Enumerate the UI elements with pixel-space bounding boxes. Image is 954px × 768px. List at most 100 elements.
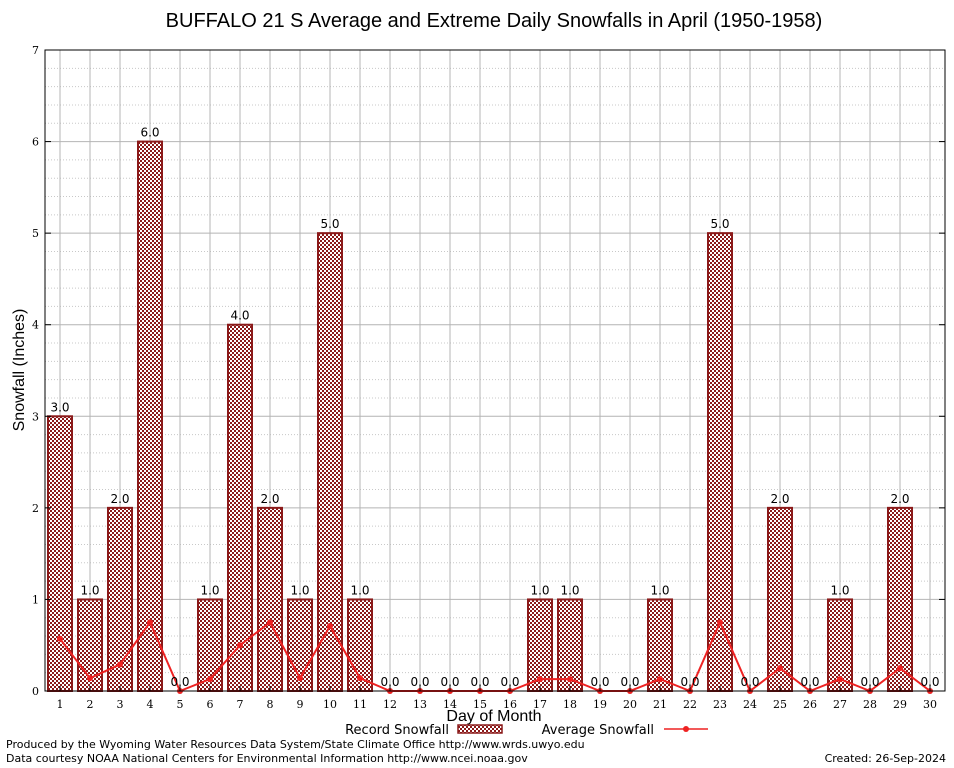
record-label-day-9: 1.0 (290, 583, 309, 597)
footer-created: Created: 26-Sep-2024 (824, 752, 946, 765)
x-tick-label-24: 24 (743, 698, 757, 711)
average-point-day-3 (117, 661, 123, 668)
x-tick-label-16: 16 (503, 698, 517, 711)
y-tick-label: 0 (32, 685, 39, 698)
average-point-day-7 (237, 642, 243, 649)
legend: Record Snowfall Average Snowfall (345, 723, 708, 738)
x-tick-label-21: 21 (653, 698, 667, 711)
record-bar-day-29 (887, 506, 913, 692)
x-tick-label-13: 13 (413, 698, 427, 711)
x-tick-label-30: 30 (923, 698, 937, 711)
record-label-day-4: 6.0 (140, 126, 159, 140)
record-label-day-14: 0.0 (440, 675, 459, 689)
record-bar-day-7 (227, 323, 253, 692)
record-label-day-15: 0.0 (470, 675, 489, 689)
plot-frame (44, 49, 946, 692)
record-label-day-11: 1.0 (350, 583, 369, 597)
record-label-day-2: 1.0 (80, 583, 99, 597)
legend-record-label: Record Snowfall (345, 723, 449, 738)
average-point-day-11 (357, 675, 363, 682)
x-tick-label-8: 8 (267, 698, 274, 711)
record-label-day-19: 0.0 (590, 675, 609, 689)
record-label-day-17: 1.0 (530, 583, 549, 597)
record-label-day-7: 4.0 (230, 309, 249, 323)
average-point-day-8 (267, 619, 273, 626)
record-label-day-24: 0.0 (740, 675, 759, 689)
record-bar-day-27 (827, 598, 853, 693)
y-tick-label: 2 (32, 502, 39, 515)
record-label-day-3: 2.0 (110, 492, 129, 506)
x-tick-label-28: 28 (863, 698, 877, 711)
record-label-day-6: 1.0 (200, 583, 219, 597)
record-label-day-18: 1.0 (560, 583, 579, 597)
y-tick-label: 1 (32, 593, 39, 606)
record-label-day-27: 1.0 (830, 583, 849, 597)
average-point-day-27 (837, 676, 843, 683)
x-axis-title: Day of Month (446, 708, 541, 725)
record-label-day-12: 0.0 (380, 675, 399, 689)
average-point-day-10 (327, 622, 333, 629)
x-tick-label-27: 27 (833, 698, 847, 711)
record-label-day-16: 0.0 (500, 675, 519, 689)
legend-average-label: Average Snowfall (542, 723, 654, 738)
footer-courtesy: Data courtesy NOAA National Centers for … (6, 752, 528, 765)
record-label-day-25: 2.0 (770, 492, 789, 506)
x-tick-label-17: 17 (533, 698, 547, 711)
x-tick-label-11: 11 (353, 698, 367, 711)
x-tick-label-7: 7 (237, 698, 244, 711)
x-tick-label-15: 15 (473, 698, 487, 711)
x-tick-label-22: 22 (683, 698, 697, 711)
record-label-day-10: 5.0 (320, 217, 339, 231)
x-tick-label-18: 18 (563, 698, 577, 711)
x-tick-label-12: 12 (383, 698, 397, 711)
record-bar-day-18 (557, 598, 583, 693)
record-label-day-1: 3.0 (50, 400, 69, 414)
legend-record-swatch (457, 724, 503, 734)
record-label-day-23: 5.0 (710, 217, 729, 231)
x-tick-label-10: 10 (323, 698, 337, 711)
x-tick-label-2: 2 (87, 698, 94, 711)
record-bar-day-23 (707, 232, 733, 692)
average-point-day-17 (537, 676, 543, 683)
x-tick-label-5: 5 (177, 698, 184, 711)
x-tick-label-23: 23 (713, 698, 727, 711)
record-label-day-28: 0.0 (860, 675, 879, 689)
average-point-day-18 (567, 676, 573, 683)
average-point-day-29 (897, 665, 903, 672)
average-point-day-1 (57, 635, 63, 642)
average-point-day-2 (87, 675, 93, 682)
record-label-day-22: 0.0 (680, 675, 699, 689)
x-tick-label-20: 20 (623, 698, 637, 711)
y-tick-label: 3 (32, 410, 39, 423)
average-point-day-23 (717, 619, 723, 626)
footer-produced-by: Produced by the Wyoming Water Resources … (6, 738, 585, 751)
record-label-day-5: 0.0 (170, 675, 189, 689)
record-label-day-29: 2.0 (890, 492, 909, 506)
record-bar-day-4 (137, 140, 163, 693)
x-tick-label-6: 6 (207, 698, 214, 711)
x-tick-label-14: 14 (443, 698, 457, 711)
legend-average-marker (683, 726, 689, 732)
y-tick-label: 4 (32, 319, 39, 332)
record-label-day-26: 0.0 (800, 675, 819, 689)
record-label-day-8: 2.0 (260, 492, 279, 506)
x-tick-label-1: 1 (57, 698, 64, 711)
record-label-day-13: 0.0 (410, 675, 429, 689)
average-point-day-4 (147, 619, 153, 626)
record-bar-day-25 (767, 506, 793, 692)
x-tick-label-9: 9 (297, 698, 304, 711)
chart-title: BUFFALO 21 S Average and Extreme Daily S… (166, 10, 823, 32)
x-tick-label-26: 26 (803, 698, 817, 711)
x-tick-label-25: 25 (773, 698, 787, 711)
y-tick-label: 7 (32, 44, 39, 57)
x-tick-label-4: 4 (147, 698, 154, 711)
y-axis-title: Snowfall (Inches) (11, 309, 28, 432)
record-bar-day-8 (257, 506, 283, 692)
x-tick-label-19: 19 (593, 698, 607, 711)
x-tick-label-3: 3 (117, 698, 124, 711)
record-bar-day-10 (317, 232, 343, 692)
average-point-day-6 (207, 676, 213, 683)
x-tick-label-29: 29 (893, 698, 907, 711)
average-point-day-25 (777, 665, 783, 672)
